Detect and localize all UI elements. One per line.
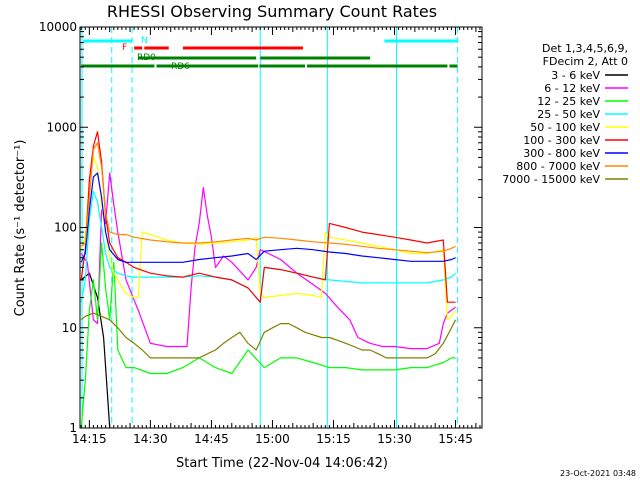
legend-label: 50 - 100 keV: [530, 121, 600, 134]
x-tick-label: 15:45: [438, 432, 473, 446]
series-line: [80, 190, 457, 303]
y-tick-label: 10000: [39, 20, 77, 34]
corner-timestamp: 23-Oct-2021 03:48: [560, 469, 636, 478]
legend-label: 100 - 300 keV: [523, 134, 600, 147]
legend-header-line-1: Det 1,3,4,5,6,9,: [542, 42, 628, 55]
y-tick-label: 10: [62, 321, 77, 335]
legend-label: 7000 - 15000 keV: [502, 173, 600, 186]
series-line: [80, 312, 457, 359]
legend-label: 800 - 7000 keV: [516, 160, 600, 173]
x-tick-label: 15:30: [377, 432, 412, 446]
x-tick-label: 14:30: [133, 432, 168, 446]
legend-header-line-2: FDecim 2, Att 0: [543, 55, 628, 68]
x-tick-label: 15:15: [316, 432, 351, 446]
legend-label: 6 - 12 keV: [544, 82, 600, 95]
ticks-layer: 14:15 14:30 14:45 15:00 15:15 15:30 15:45 1 10 10…: [39, 20, 482, 446]
series-line: [80, 172, 456, 350]
x-tick-label: 14:45: [194, 432, 229, 446]
series-layer: [80, 131, 457, 429]
y-axis-label: Count Rate (s⁻¹ detector⁻¹): [13, 140, 28, 317]
legend-label: 25 - 50 keV: [537, 108, 600, 121]
series-line: [80, 242, 456, 429]
y-tick-label: 1: [69, 421, 77, 435]
legend-label: 3 - 6 keV: [551, 69, 600, 82]
state-bar-label: N: [141, 36, 148, 46]
x-tick-label: 15:00: [255, 432, 290, 446]
legend-label: 12 - 25 keV: [537, 95, 600, 108]
state-bars-layer: N F RD0 RD6: [81, 36, 458, 72]
series-line: [80, 172, 456, 263]
series-line: [80, 142, 456, 254]
state-bar-label: F: [122, 43, 127, 53]
y-tick-label: 100: [54, 221, 77, 235]
state-bar-label: RD0: [137, 53, 156, 63]
x-tick-label: 14:15: [72, 432, 107, 446]
x-axis-label: Start Time (22-Nov-04 14:06:42): [176, 456, 388, 471]
legend-label: 300 - 800 keV: [523, 147, 600, 160]
vlines-layer: [81, 27, 459, 428]
y-tick-label: 1000: [46, 120, 77, 134]
chart-title: RHESSI Observing Summary Count Rates: [107, 2, 437, 21]
state-bar-label: RD6: [171, 62, 190, 72]
series-line: [80, 156, 457, 321]
